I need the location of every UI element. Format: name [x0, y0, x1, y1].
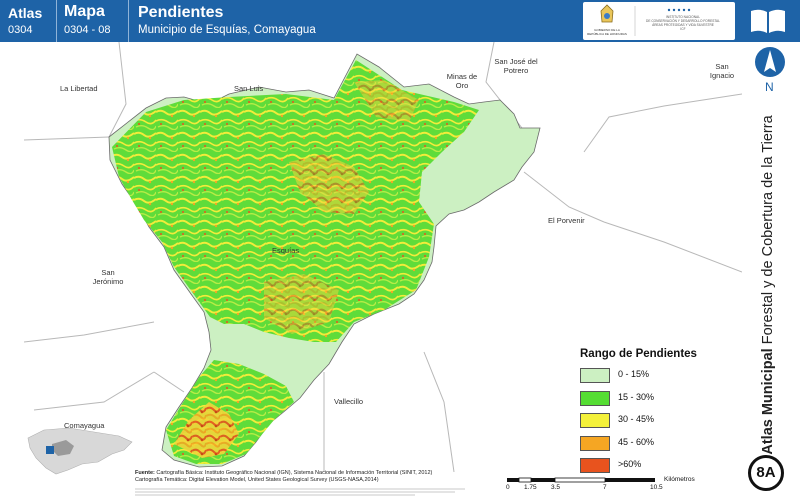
legend-label: 30 - 45%: [618, 414, 655, 424]
atlas-side-title: Atlas Municipal Forestal y de Cobertura …: [760, 105, 782, 465]
legend-item: 15 - 30%: [580, 389, 740, 412]
legend-swatch: [580, 390, 610, 406]
map-label: Mapa: [64, 3, 105, 20]
very-steep-terrain-north: [354, 80, 419, 122]
legend-label: 45 - 60%: [618, 436, 655, 447]
atlas-code-box: Atlas 0304: [0, 0, 57, 42]
title-box: Pendientes Municipio de Esquías, Comayag…: [128, 0, 568, 42]
place-label: Esquías: [272, 246, 300, 255]
credits-line-1: Cartografía Básica: Instituto Geográfico…: [156, 470, 433, 476]
legend-item: 30 - 45%: [580, 411, 740, 434]
open-book-icon: [751, 9, 785, 33]
scale-tick: 1.75: [524, 484, 537, 491]
legend-title: Rango de Pendientes: [580, 348, 697, 360]
place-label: San José del Potrero: [494, 57, 538, 75]
source-credits: Fuente: Cartografía Básica: Instituto Ge…: [135, 470, 495, 484]
institution-logos: GOBIERNO DE LA REPÚBLICA DE HONDURAS INS…: [583, 2, 735, 40]
scale-bar: 0 1.75 3.5 7 10.5 Kilómetros: [505, 476, 705, 498]
fine-print-lines: [135, 488, 465, 496]
legend-swatch: [580, 413, 610, 428]
scale-tick: 0: [506, 484, 510, 491]
north-arrow-icon: [755, 47, 785, 77]
scale-tick: 10.5: [650, 484, 663, 491]
map-title: Pendientes: [138, 4, 224, 21]
legend-label: >60%: [618, 459, 642, 469]
legend-label: 15 - 30%: [618, 391, 655, 402]
place-label: Minas de Oro: [446, 72, 478, 90]
map-subtitle: Municipio de Esquías, Comayagua: [138, 24, 316, 36]
svg-text:ÁREAS PROTEGIDAS Y VIDA SILVES: ÁREAS PROTEGIDAS Y VIDA SILVESTRE: [652, 23, 714, 27]
sheet-number-badge: 8A: [748, 455, 784, 491]
header-bar: Atlas 0304 Mapa 0304 - 08 Pendientes Mun…: [0, 0, 800, 42]
svg-text:GOBIERNO DE LA: GOBIERNO DE LA: [594, 28, 620, 32]
honduras-locator-map: [27, 427, 133, 475]
legend-swatch: [580, 458, 610, 473]
side-title-bold: Atlas Municipal: [760, 348, 776, 455]
north-label: N: [765, 80, 774, 94]
map-code-box: Mapa 0304 - 08: [56, 0, 129, 42]
legend-swatch: [580, 368, 610, 383]
slope-map: [23, 41, 743, 473]
legend-label: 0 - 15%: [618, 369, 650, 379]
place-label: Vallecillo: [334, 397, 364, 406]
atlas-label: Atlas: [8, 5, 43, 21]
map-code: 0304 - 08: [64, 24, 111, 36]
map-area: La Libertad San Luis Minas de Oro San Jo…: [23, 41, 743, 473]
credits-line-2: Cartografía Temática: Digital Elevation …: [135, 477, 379, 483]
svg-text:REPÚBLICA DE HONDURAS: REPÚBLICA DE HONDURAS: [587, 31, 627, 36]
legend: Rango de Pendientes 0 - 15% 15 - 30% 30 …: [580, 348, 740, 479]
scale-unit: Kilómetros: [664, 476, 695, 483]
very-steep-terrain-ridge: [174, 402, 239, 458]
place-label: San Ignacio: [709, 62, 735, 80]
place-label: Comayagua: [64, 421, 105, 430]
credits-label: Fuente:: [135, 470, 155, 476]
place-label: El Porvenir: [548, 216, 585, 225]
place-label: La Libertad: [60, 84, 98, 93]
scale-tick: 3.5: [551, 484, 561, 491]
place-label: San Luis: [234, 84, 264, 93]
legend-item: 0 - 15%: [580, 366, 740, 389]
very-steep-terrain-south-center: [264, 274, 339, 334]
place-label: San Jerónimo: [92, 268, 124, 286]
atlas-code: 0304: [8, 24, 33, 36]
legend-item: >60%: [580, 456, 740, 479]
legend-item: 45 - 60%: [580, 434, 740, 457]
scale-bar-graphic: [507, 477, 655, 483]
fine-print: [135, 487, 480, 498]
locator-inset-map: Comayagua: [24, 420, 136, 476]
government-seal-logo: GOBIERNO DE LA REPÚBLICA DE HONDURAS INS…: [587, 4, 720, 36]
side-title-rest: Forestal y de Cobertura de la Tierra: [760, 115, 776, 345]
legend-swatch: [580, 435, 610, 451]
scale-tick: 7: [603, 484, 607, 491]
svg-text:DE CONSERVACIÓN Y DESARROLLO F: DE CONSERVACIÓN Y DESARROLLO FORESTAL: [646, 18, 720, 23]
steep-terrain-main: [112, 60, 479, 342]
svg-text:INSTITUTO NACIONAL: INSTITUTO NACIONAL: [666, 15, 700, 19]
very-steep-terrain-center: [289, 154, 369, 214]
svg-text:ICF: ICF: [680, 27, 685, 31]
municipal-boundaries: [23, 41, 743, 473]
side-panel: [742, 42, 800, 500]
